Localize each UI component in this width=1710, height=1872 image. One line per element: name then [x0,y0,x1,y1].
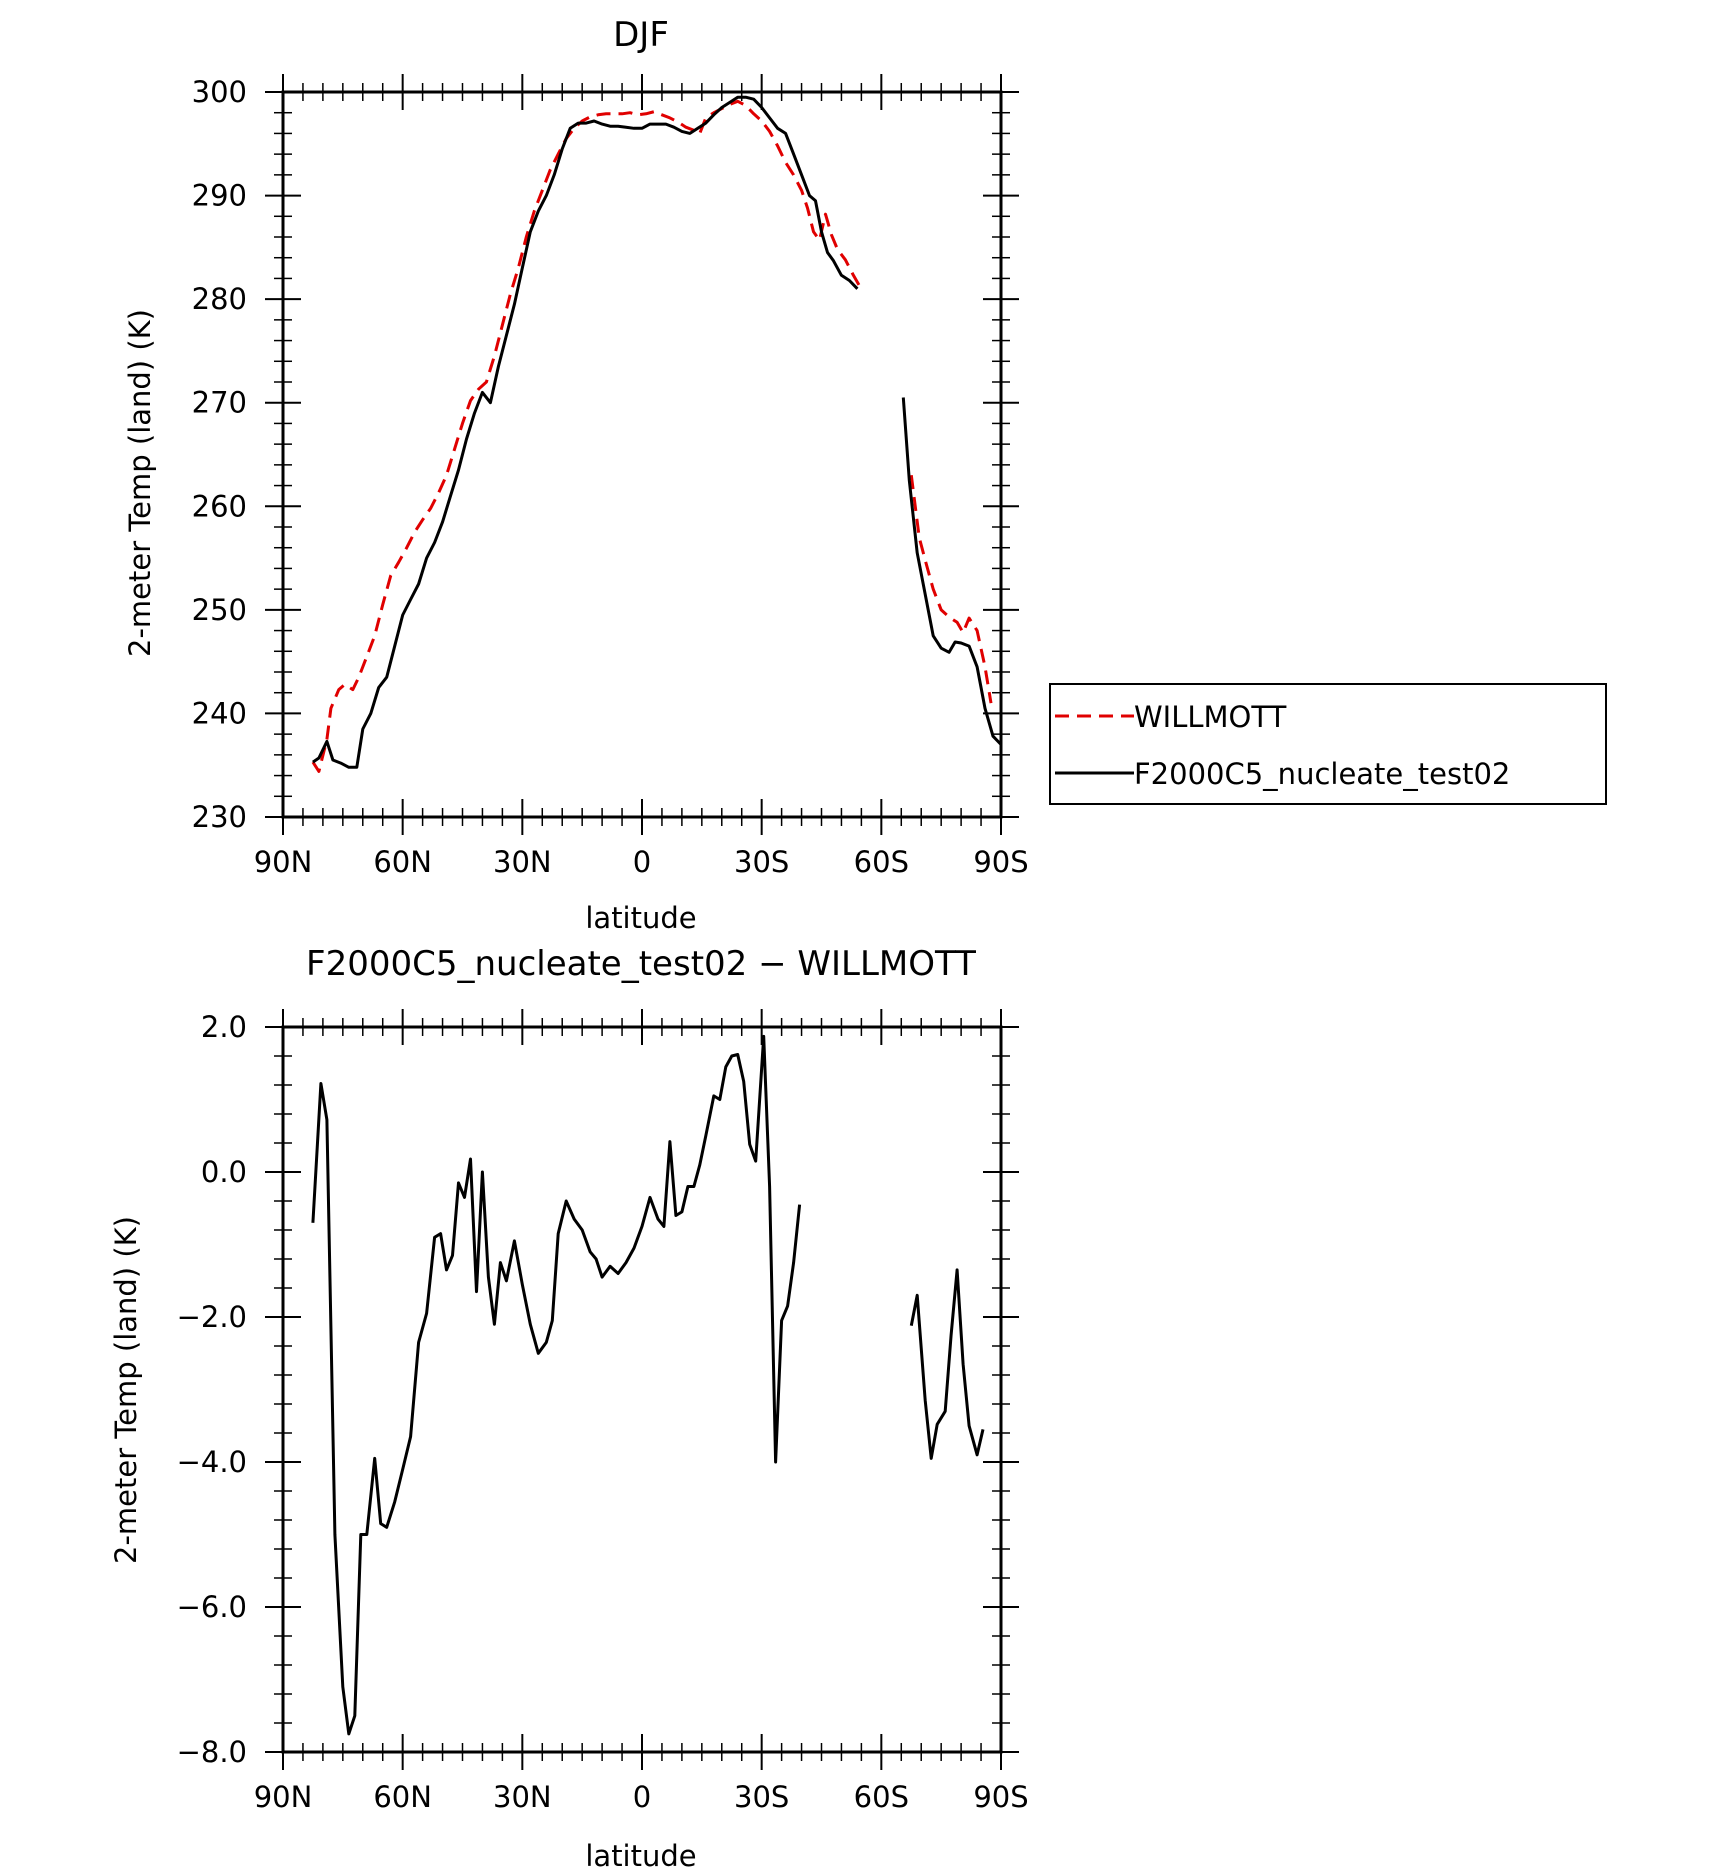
y-tick-label: 280 [192,282,247,316]
y-tick-label: 300 [192,75,247,109]
x-tick-label: 90S [973,845,1028,879]
series-lines [311,95,1003,773]
difference-panel: F2000C5_nucleate_test02 − WILLMOTT latit… [109,944,1029,1872]
x-tick-label: 60N [373,845,432,879]
x-tick-label: 0 [633,1780,651,1814]
y-axis-title: 2-meter Temp (land) (K) [109,1216,143,1564]
series-line-difference [909,1268,985,1460]
x-tick-label: 90N [254,1780,313,1814]
y-tick-label: 270 [192,386,247,420]
series-line-willmott [311,99,861,773]
y-tick-labels: −8.0 −6.0 −4.0 −2.0 0.0 2.0 [177,1010,247,1769]
plot-frame [281,90,1003,819]
y-tick-label: 2.0 [201,1010,247,1044]
y-tick-label: −2.0 [177,1300,247,1334]
series-line-f2000c5-nucleate-test02 [312,95,859,769]
series-line-willmott [909,475,993,704]
x-axis-title: latitude [585,1839,696,1872]
x-tick-label: 90N [254,845,313,879]
y-tick-label: 290 [192,179,247,213]
chart-title: F2000C5_nucleate_test02 − WILLMOTT [306,944,976,984]
x-tick-label: 30S [734,1780,789,1814]
y-tick-label: 0.0 [201,1155,247,1189]
x-tick-label: 90S [973,1780,1028,1814]
y-tick-labels: 230 240 250 260 270 280 290 300 [192,75,247,834]
x-tick-label: 60N [373,1780,432,1814]
y-tick-label: −4.0 [177,1445,247,1479]
x-tick-labels: 90N 60N 30N 0 30S 60S 90S [254,1780,1029,1814]
series-line-difference [311,1034,802,1736]
y-axis-title: 2-meter Temp (land) (K) [123,309,157,657]
legend-label-f2000c5: F2000C5_nucleate_test02 [1134,757,1510,791]
x-tick-label: 60S [854,1780,909,1814]
plot-frame [281,1025,1003,1754]
temperature-panel: DJF latitude 2-meter Temp (land) (K) 90N… [123,15,1029,935]
x-tick-label: 30N [493,845,552,879]
x-axis-title: latitude [585,901,696,935]
legend-label-willmott: WILLMOTT [1134,700,1287,734]
x-tick-label: 60S [854,845,909,879]
x-tick-label: 30S [734,845,789,879]
legend: WILLMOTT F2000C5_nucleate_test02 [1049,683,1607,805]
x-tick-labels: 90N 60N 30N 0 30S 60S 90S [254,845,1029,879]
chart-title: DJF [613,15,669,55]
y-tick-label: 250 [192,593,247,627]
y-tick-label: 230 [192,800,247,834]
x-tick-label: 30N [493,1780,552,1814]
y-tick-label: −6.0 [177,1590,247,1624]
x-tick-label: 0 [633,845,651,879]
y-tick-label: 240 [192,696,247,730]
legend-box [1049,683,1607,805]
series-line-f2000c5-nucleate-test02 [901,397,1003,746]
y-tick-label: 260 [192,489,247,523]
y-tick-label: −8.0 [177,1735,247,1769]
series-lines [311,1034,985,1736]
